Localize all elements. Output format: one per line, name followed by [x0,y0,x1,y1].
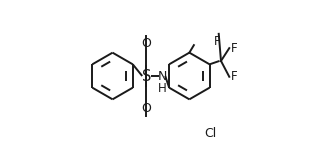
Text: F: F [231,70,237,83]
Text: N: N [158,69,167,83]
Text: O: O [141,37,151,50]
Text: H: H [158,82,167,95]
Text: O: O [141,102,151,115]
Text: F: F [231,42,237,55]
Text: Cl: Cl [204,128,217,140]
Text: S: S [142,69,151,83]
Text: F: F [214,35,221,48]
